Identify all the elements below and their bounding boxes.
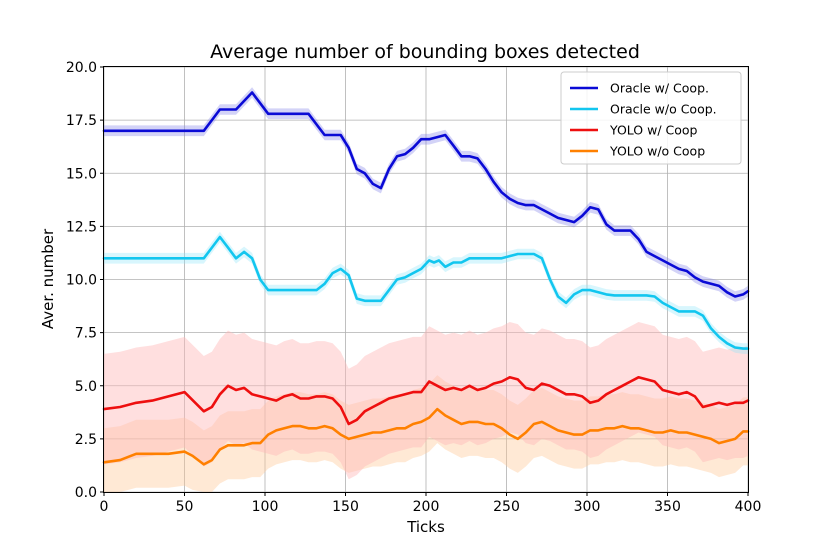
x-axis-ticks: 0 50 100 150 200 250 300 350 400 [100, 492, 762, 515]
x-tick-label: 250 [493, 499, 520, 515]
y-tick-label: 17.5 [66, 113, 97, 129]
y-tick-label: 5.0 [75, 379, 97, 395]
y-tick-label: 7.5 [75, 326, 97, 342]
legend-label: Oracle w/o Coop. [610, 102, 717, 117]
x-tick-label: 400 [735, 499, 762, 515]
y-tick-label: 10.0 [66, 273, 97, 289]
y-axis-ticks: 0.0 2.5 5.0 7.5 10.0 12.5 15.0 17.5 20.0 [66, 60, 104, 501]
y-tick-label: 15.0 [66, 166, 97, 182]
line-yolo-w-coop [102, 375, 750, 426]
y-tick-label: 0.0 [75, 485, 97, 501]
chart-title: Average number of bounding boxes detecte… [210, 41, 640, 63]
band-yolo-w-coop [104, 322, 748, 480]
legend-label: YOLO w/o Coop [609, 144, 705, 159]
line-oracle-w-o-coop- [102, 235, 750, 350]
y-tick-label: 2.5 [75, 432, 97, 448]
y-tick-label: 20.0 [66, 60, 97, 76]
x-tick-label: 350 [654, 499, 681, 515]
x-tick-label: 200 [413, 499, 440, 515]
x-tick-label: 150 [332, 499, 359, 515]
legend-frame [560, 71, 742, 165]
legend: Oracle w/ Coop. Oracle w/o Coop. YOLO w/ C… [560, 71, 742, 165]
series-lines [102, 91, 750, 466]
y-axis-label: Aver. number [39, 228, 57, 329]
x-tick-label: 50 [176, 499, 194, 515]
y-tick-label: 12.5 [66, 219, 97, 235]
line-oracle-w-coop- [102, 91, 750, 298]
x-tick-label: 300 [574, 499, 601, 515]
band-oracle-w-o-coop- [104, 231, 748, 354]
confidence-bands [104, 87, 748, 492]
line-yolo-w-o-coop [102, 407, 750, 466]
band-yolo-w-o-coop [104, 375, 748, 492]
x-axis-label: Ticks [406, 518, 445, 536]
x-tick-label: 0 [100, 499, 109, 515]
x-tick-label: 100 [252, 499, 279, 515]
legend-label: Oracle w/ Coop. [610, 81, 709, 96]
legend-label: YOLO w/ Coop [609, 123, 698, 138]
